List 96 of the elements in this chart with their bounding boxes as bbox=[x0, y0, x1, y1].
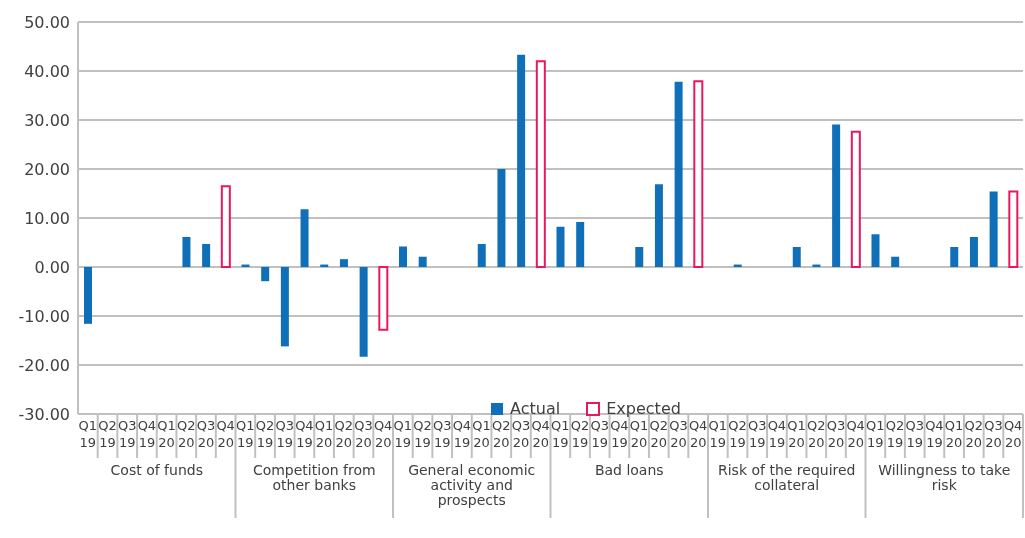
x-tick-label: Q2 19 bbox=[728, 418, 747, 450]
x-tick-label: Q1 20 bbox=[787, 418, 806, 450]
x-tick-label: Q1 20 bbox=[472, 418, 491, 450]
x-tick-label: Q3 19 bbox=[590, 418, 609, 450]
y-tick-label: 10.00 bbox=[24, 208, 70, 228]
text: General economic activity and prospects bbox=[408, 462, 536, 508]
bar bbox=[202, 243, 211, 267]
x-tick-label: Q2 20 bbox=[334, 418, 354, 450]
bar bbox=[832, 124, 841, 267]
x-tick-label: Q2 19 bbox=[570, 418, 590, 450]
legend-label: Actual bbox=[509, 399, 561, 418]
x-tick-label: Q3 20 bbox=[984, 418, 1003, 450]
y-tick-label: 0.00 bbox=[34, 257, 70, 277]
bar bbox=[654, 184, 663, 267]
text: Risk of the required collateral bbox=[718, 462, 856, 493]
x-tick-label: Q1 19 bbox=[708, 418, 728, 450]
bar bbox=[674, 81, 683, 267]
x-tick-label: Q1 19 bbox=[866, 418, 885, 450]
bar bbox=[535, 60, 546, 268]
x-tick-label: Q3 19 bbox=[275, 418, 294, 450]
x-tick-label: Q1 20 bbox=[314, 418, 334, 450]
x-tick-label: Q4 20 bbox=[531, 418, 550, 450]
x-tick-label: Q1 19 bbox=[78, 418, 98, 450]
x-tick-label: Q2 20 bbox=[649, 418, 669, 450]
bar bbox=[418, 256, 427, 267]
x-tick-label: Q3 20 bbox=[511, 418, 531, 450]
bar bbox=[359, 267, 368, 357]
bar bbox=[517, 54, 526, 267]
bar bbox=[1008, 190, 1019, 268]
bar bbox=[280, 267, 289, 347]
x-tick-label: Q3 20 bbox=[196, 418, 216, 450]
bar bbox=[477, 243, 486, 267]
bar bbox=[339, 259, 348, 267]
bar bbox=[300, 209, 309, 267]
bar bbox=[969, 237, 978, 267]
text: Willingness to take risk bbox=[878, 462, 1011, 493]
bar bbox=[497, 169, 506, 267]
x-tick-label: Q4 20 bbox=[1003, 418, 1023, 450]
x-tick-label: Q2 19 bbox=[255, 418, 275, 450]
x-tick-label: Q1 20 bbox=[629, 418, 649, 450]
bar bbox=[891, 256, 900, 267]
y-tick-label: 50.00 bbox=[24, 12, 70, 32]
bar bbox=[635, 246, 644, 267]
x-tick-label: Q2 19 bbox=[413, 418, 432, 450]
bar bbox=[378, 266, 389, 331]
bar bbox=[576, 221, 585, 267]
x-tick-label: Q2 19 bbox=[98, 418, 117, 450]
x-tick-label: Q4 19 bbox=[452, 418, 472, 450]
bar bbox=[989, 191, 998, 267]
y-tick-label: 40.00 bbox=[24, 61, 70, 81]
x-tick-label: Q3 19 bbox=[905, 418, 924, 450]
x-tick-label: Q2 20 bbox=[177, 418, 196, 450]
x-tick-label: Q4 19 bbox=[610, 418, 629, 450]
x-tick-label: Q4 19 bbox=[767, 418, 787, 450]
x-tick-label: Q1 19 bbox=[551, 418, 570, 450]
y-tick-label: 30.00 bbox=[24, 110, 70, 130]
y-tick-label: -20.00 bbox=[18, 355, 70, 375]
x-tick-label: Q3 19 bbox=[432, 418, 452, 450]
bar bbox=[182, 237, 191, 267]
y-tick-label: -30.00 bbox=[18, 404, 70, 424]
x-tick-label: Q2 20 bbox=[492, 418, 511, 450]
y-tick-label: -10.00 bbox=[18, 306, 70, 326]
bar bbox=[556, 226, 565, 267]
x-tick-label: Q4 19 bbox=[137, 418, 157, 450]
x-tick-label: Q3 19 bbox=[117, 418, 137, 450]
x-tick-label: Q4 20 bbox=[216, 418, 235, 450]
x-tick-label: Q2 19 bbox=[885, 418, 905, 450]
x-tick-label: Q4 20 bbox=[373, 418, 393, 450]
x-tick-label: Q2 20 bbox=[964, 418, 984, 450]
x-tick-label: Q3 20 bbox=[354, 418, 373, 450]
x-tick-label: Q1 20 bbox=[157, 418, 176, 450]
x-tick-label: Q2 20 bbox=[807, 418, 826, 450]
x-tick-label: Q1 19 bbox=[393, 418, 413, 450]
legend-label: Expected bbox=[605, 399, 681, 418]
bar bbox=[261, 267, 270, 282]
bar bbox=[220, 185, 231, 268]
x-tick-label: Q1 19 bbox=[236, 418, 255, 450]
x-tick-label: Q4 19 bbox=[295, 418, 314, 450]
bar bbox=[84, 267, 92, 324]
bar bbox=[693, 80, 704, 268]
bar bbox=[850, 130, 861, 268]
bar bbox=[399, 246, 407, 267]
x-tick-label: Q3 19 bbox=[747, 418, 767, 450]
bar bbox=[792, 246, 801, 267]
x-tick-label: Q4 19 bbox=[925, 418, 944, 450]
text: Bad loans bbox=[594, 462, 664, 478]
x-tick-label: Q4 20 bbox=[688, 418, 708, 450]
y-tick-label: 20.00 bbox=[24, 159, 70, 179]
x-tick-label: Q3 20 bbox=[826, 418, 846, 450]
x-tick-label: Q1 20 bbox=[944, 418, 964, 450]
bar bbox=[871, 234, 880, 267]
text: Cost of funds bbox=[110, 462, 203, 478]
x-tick-label: Q4 20 bbox=[846, 418, 865, 450]
text: Competition from other banks bbox=[252, 462, 376, 493]
bar bbox=[950, 246, 959, 267]
x-tick-label: Q3 20 bbox=[669, 418, 688, 450]
